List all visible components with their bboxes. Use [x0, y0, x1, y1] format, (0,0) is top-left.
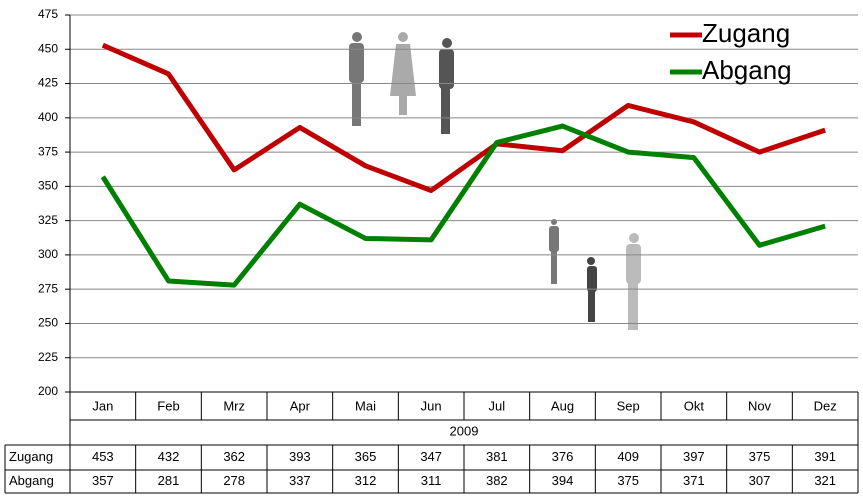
table-cell: 409	[617, 449, 639, 464]
table-cell: 357	[92, 473, 114, 488]
x-tick-label: Feb	[157, 398, 179, 413]
table-cell: 337	[289, 473, 311, 488]
x-tick-label: Sep	[617, 398, 640, 413]
table-cell: 394	[552, 473, 574, 488]
table-cell: 393	[289, 449, 311, 464]
silhouette	[390, 32, 416, 115]
y-tick-label: 425	[38, 76, 58, 90]
x-tick-label: Okt	[684, 398, 705, 413]
table-cell: 371	[683, 473, 705, 488]
silhouettes	[349, 32, 641, 330]
y-tick-label: 225	[38, 350, 58, 364]
table-cell: 307	[749, 473, 771, 488]
y-tick-label: 200	[38, 384, 58, 398]
y-tick-label: 350	[38, 179, 58, 193]
y-tick-label: 475	[38, 7, 58, 21]
x-tick-label: Mai	[355, 398, 376, 413]
table-row-label: Zugang	[9, 449, 53, 464]
table-cell: 432	[158, 449, 180, 464]
silhouette	[349, 32, 364, 126]
y-tick-label: 300	[38, 247, 58, 261]
series-line	[100, 123, 826, 288]
x-tick-label: Apr	[290, 398, 311, 413]
x-tick-label: Aug	[551, 398, 574, 413]
y-tick-label: 400	[38, 110, 58, 124]
silhouette	[549, 219, 559, 284]
x-group-label: 2009	[450, 423, 479, 438]
table-cell: 375	[749, 449, 771, 464]
y-tick-label: 375	[38, 144, 58, 158]
silhouette	[626, 233, 641, 330]
table-cell: 311	[421, 473, 442, 488]
table-cell: 347	[420, 449, 442, 464]
table-cell: 362	[223, 449, 245, 464]
table-cell: 381	[486, 449, 508, 464]
table-cell: 382	[486, 473, 508, 488]
series-line	[101, 42, 826, 193]
table-cell: 375	[617, 473, 639, 488]
table-cell: 365	[355, 449, 377, 464]
y-tick-label: 250	[38, 316, 58, 330]
x-tick-label: Dez	[814, 398, 837, 413]
table-cell: 278	[223, 473, 245, 488]
y-tick-label: 275	[38, 281, 58, 295]
x-tick-label: Mrz	[223, 398, 245, 413]
x-tick-label: Jun	[421, 398, 442, 413]
table-cell: 321	[814, 473, 836, 488]
silhouette	[587, 257, 597, 322]
table-cell: 281	[158, 473, 180, 488]
table-row-label: Abgang	[9, 473, 54, 488]
table-cell: 453	[92, 449, 114, 464]
table-cell: 312	[355, 473, 377, 488]
y-tick-label: 450	[38, 41, 58, 55]
table-cell: 376	[552, 449, 574, 464]
y-tick-label: 325	[38, 213, 58, 227]
table-cell: 397	[683, 449, 705, 464]
silhouette	[439, 38, 454, 134]
x-tick-label: Jan	[92, 398, 113, 413]
legend-label: Zugang	[702, 18, 790, 48]
table-cell: 391	[814, 449, 836, 464]
x-tick-label: Nov	[748, 398, 772, 413]
x-tick-label: Jul	[489, 398, 506, 413]
legend-label: Abgang	[702, 55, 792, 85]
